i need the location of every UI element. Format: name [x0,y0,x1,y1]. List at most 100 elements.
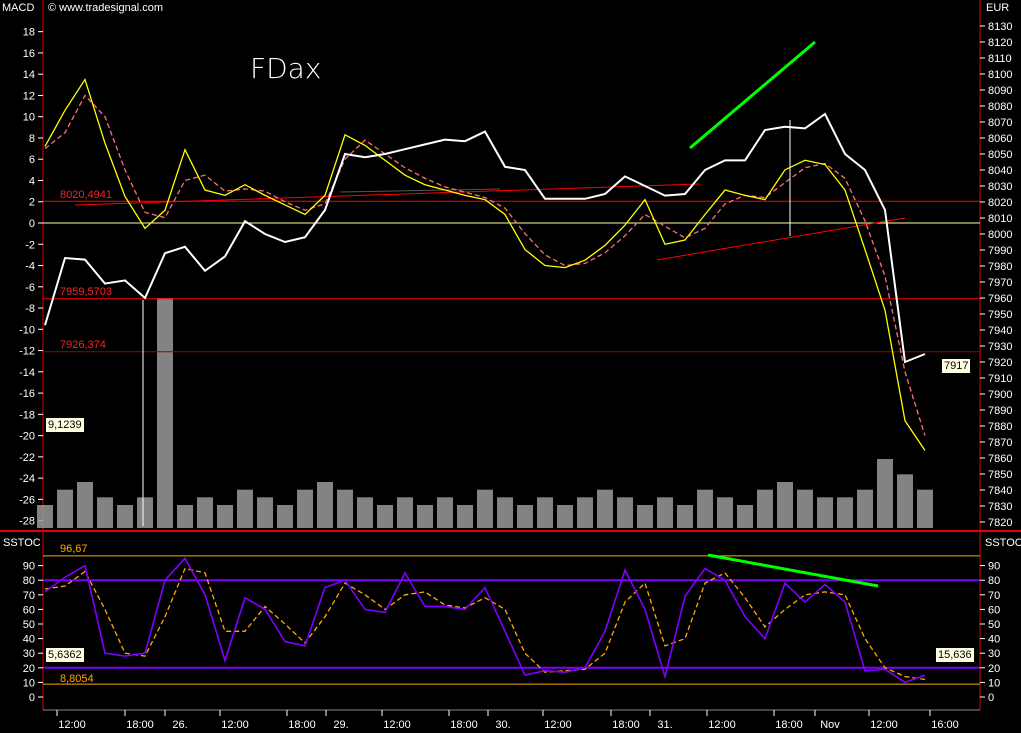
volume-bar [217,505,233,528]
stoch-tick-label-right: 80 [988,575,1000,587]
volume-bar [737,505,753,528]
volume-bar [177,505,193,528]
stoch-tick-label-left: 70 [23,590,35,602]
volume-bar [157,298,173,528]
macd-tick-label: 10 [23,112,35,124]
level-label-3: 7926,374 [60,339,106,351]
macd-line [44,77,926,451]
stoch-tick-label-left: 60 [23,604,35,616]
macd-value-badge: 9,1239 [46,418,84,432]
stoch-tick-label-left: 50 [23,619,35,631]
trendline-grey [339,188,501,193]
x-tick-label: 12:00 [708,719,736,731]
volume-bar [197,497,213,528]
macd-tick-label: -2 [25,239,35,251]
x-tick-label: 18:00 [288,719,316,731]
macd-tick-label: -16 [19,388,35,400]
macd-tick-label: 4 [29,175,35,187]
volume-bar [697,489,713,528]
price-tick-label: 7820 [988,517,1012,529]
stoch-tick-label-right: 70 [988,590,1000,602]
price-tick-label: 8120 [988,37,1012,49]
x-tick-label: Nov [820,719,840,731]
macd-tick-label: -24 [19,473,35,485]
x-tick-label: 18:00 [126,719,154,731]
x-tick-label: 12:00 [870,719,898,731]
x-tick-label: 16:00 [931,719,959,731]
price-tick-label: 8030 [988,181,1012,193]
stoch-tick-label-right: 90 [988,561,1000,573]
stoch-k-line [44,556,926,684]
volume-bar [717,497,733,528]
x-tick-label: 12:00 [383,719,411,731]
sstoc-label-left: SSTOC [3,537,41,549]
macd-tick-label: 14 [23,69,35,81]
volume-bar [237,489,253,528]
price-line [44,112,926,364]
volume-bar [837,497,853,528]
volume-bar [517,505,533,528]
volume-bar [277,505,293,528]
volume-bar [257,497,273,528]
x-tick-label: 26. [172,719,187,731]
macd-tick-label: 8 [29,133,35,145]
price-tick-label: 7970 [988,277,1012,289]
price-tick-label: 7950 [988,309,1012,321]
stoch-tick-label-left: 90 [23,561,35,573]
price-tick-label: 7910 [988,373,1012,385]
price-tick-label: 7870 [988,437,1012,449]
volume-bar [57,489,73,528]
x-tick-label: 18:00 [775,719,803,731]
price-tick-label: 7990 [988,245,1012,257]
x-tick-label: 12:00 [544,719,572,731]
volume-bar [617,497,633,528]
price-tick-label: 7840 [988,485,1012,497]
price-tick-label: 7860 [988,453,1012,465]
x-tick-label: 12:00 [58,719,86,731]
stoch-tick-label-left: 0 [29,692,35,704]
stoch-tick-label-left: 80 [23,575,35,587]
copyright-label: © www.tradesignal.com [48,2,163,14]
stoch-tick-label-right: 10 [988,677,1000,689]
price-tick-label: 7920 [988,357,1012,369]
price-tick-label: 8090 [988,85,1012,97]
macd-signal-line [44,94,926,436]
stoch-d-line [44,567,926,681]
price-tick-label: 7830 [988,501,1012,513]
price-tick-label: 8060 [988,133,1012,145]
level-label-1: 8020,4941 [60,189,112,201]
price-tick-label: 8040 [988,165,1012,177]
volume-bar [117,505,133,528]
x-tick-label: 31. [657,719,672,731]
macd-tick-label: 16 [23,48,35,60]
volume-bar [37,505,53,528]
stoch-tick-label-right: 50 [988,619,1000,631]
volume-bar [457,505,473,528]
volume-bar [537,497,553,528]
stoch-lower-level-label: 8,8054 [60,673,94,685]
macd-tick-label: -8 [25,303,35,315]
price-tick-label: 7980 [988,261,1012,273]
level-label-2: 7959,5703 [60,286,112,298]
stoch-left-badge: 5,6362 [46,648,84,662]
last-price-badge: 7917 [942,359,971,373]
volume-bar [317,482,333,528]
x-tick-label: 12:00 [221,719,249,731]
stoch-upper-level-label: 96,67 [60,543,88,555]
stoch-tick-label-right: 40 [988,634,1000,646]
macd-tick-label: 12 [23,90,35,102]
price-tick-label: 7930 [988,341,1012,353]
price-tick-label: 8130 [988,21,1012,33]
volume-bar [397,497,413,528]
volume-bar [777,482,793,528]
volume-bar [857,489,873,528]
volume-bar [417,505,433,528]
stoch-tick-label-left: 30 [23,648,35,660]
macd-tick-label: 2 [29,197,35,209]
macd-tick-label: -22 [19,452,35,464]
price-tick-label: 7890 [988,405,1012,417]
volume-bar [597,489,613,528]
macd-tick-label: 0 [29,218,35,230]
macd-tick-label: -28 [19,516,35,528]
